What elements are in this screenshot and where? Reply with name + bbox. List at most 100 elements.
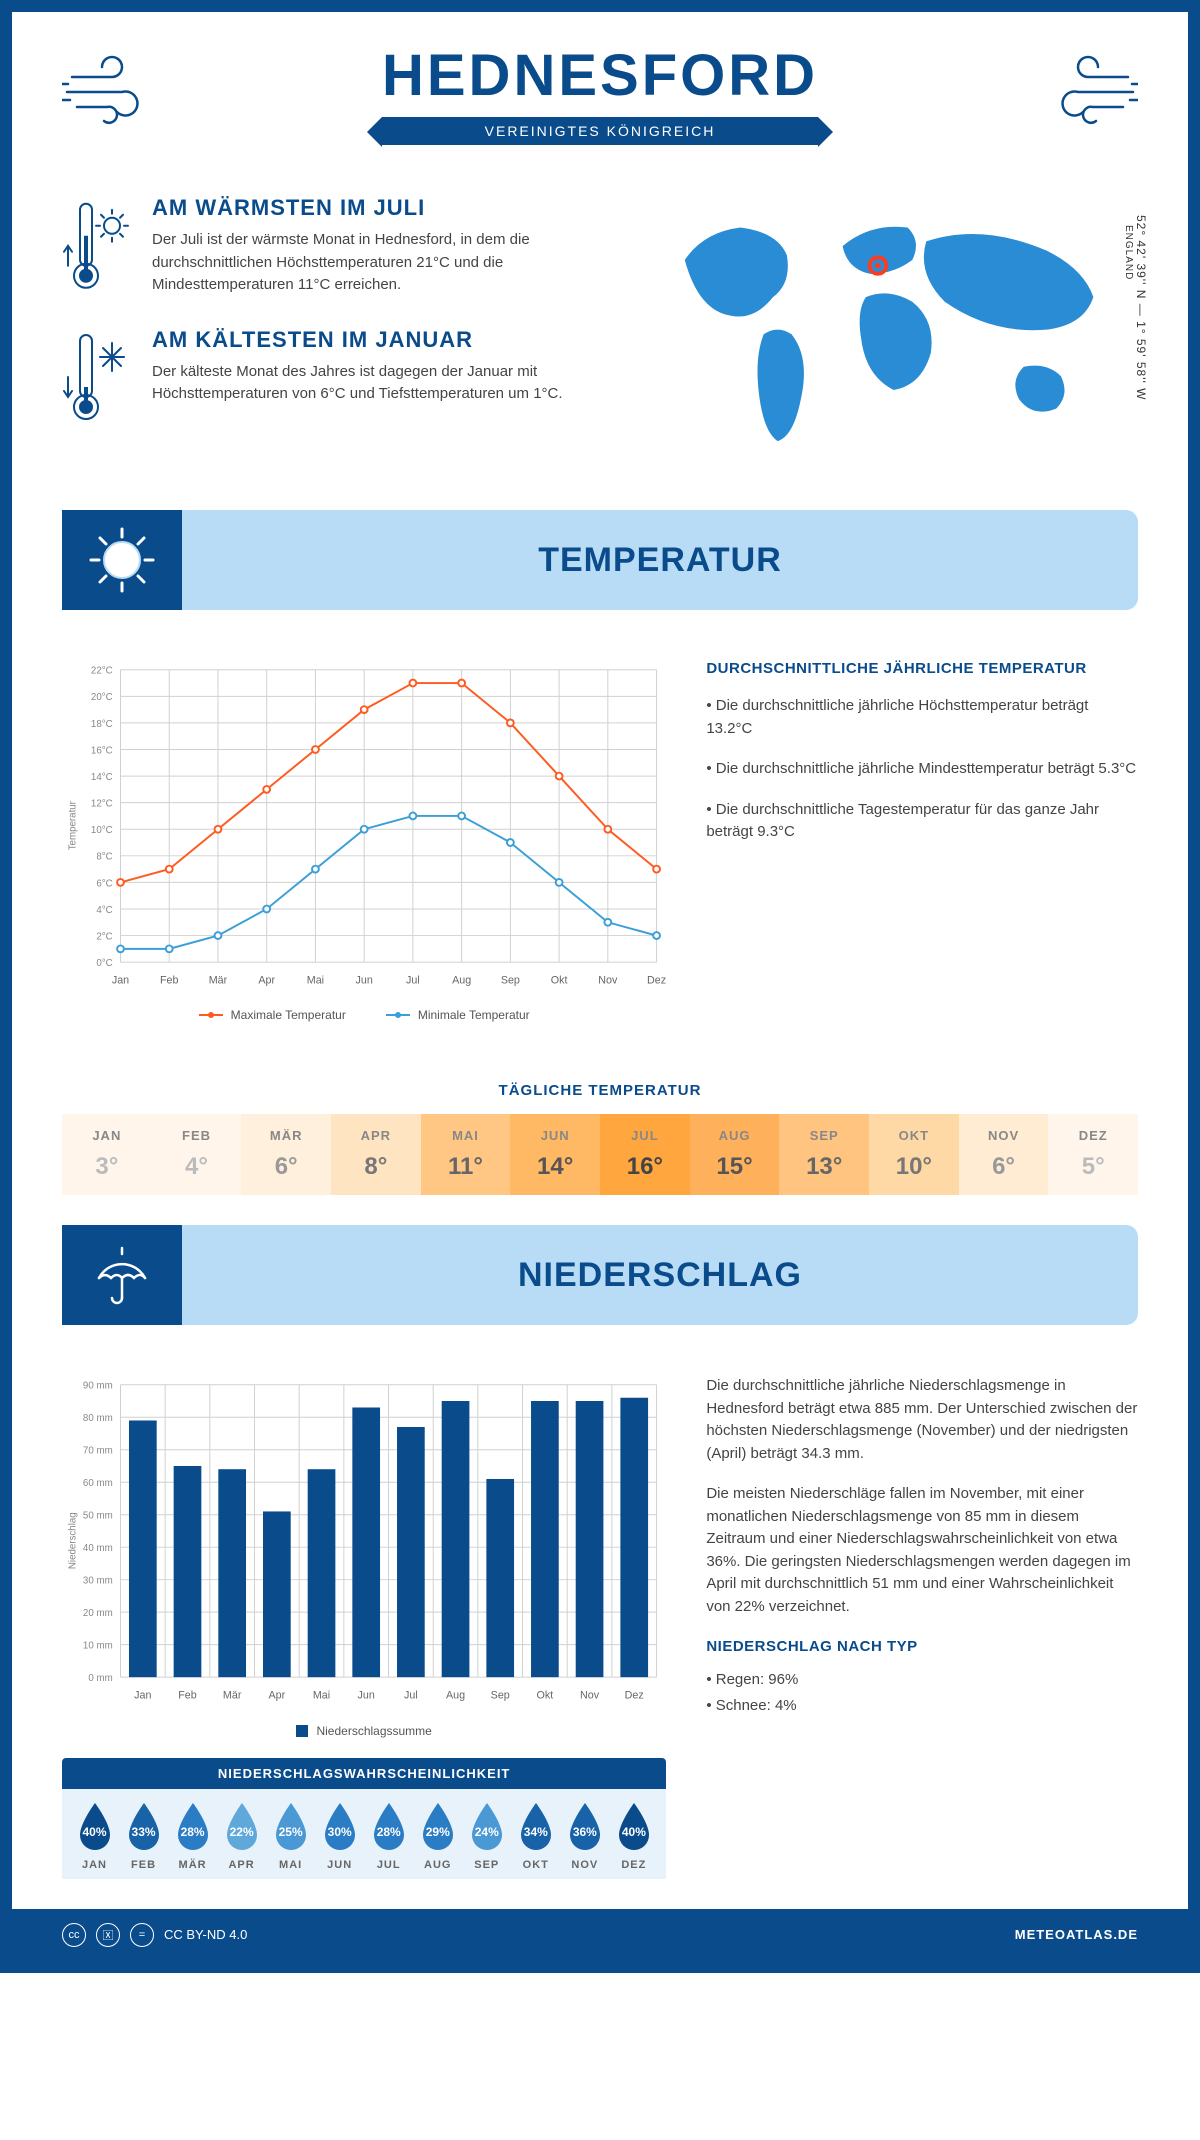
daily-cell: OKT10° <box>869 1114 959 1195</box>
svg-text:Apr: Apr <box>269 1690 286 1702</box>
probability-cell: 30%JUN <box>315 1801 364 1871</box>
probability-cell: 40%DEZ <box>609 1801 658 1871</box>
daily-cell: FEB4° <box>152 1114 242 1195</box>
svg-text:Jan: Jan <box>112 975 129 987</box>
svg-text:Nov: Nov <box>598 975 618 987</box>
svg-text:Apr: Apr <box>258 975 275 987</box>
daily-cell: AUG15° <box>690 1114 780 1195</box>
daily-cell: DEZ5° <box>1048 1114 1138 1195</box>
temperature-info: DURCHSCHNITTLICHE JÄHRLICHE TEMPERATUR •… <box>706 660 1138 1022</box>
warm-heading: AM WÄRMSTEN IM JULI <box>152 195 610 221</box>
wind-icon <box>62 52 162 132</box>
by-icon: 🅇 <box>96 1923 120 1947</box>
probability-cell: 29%AUG <box>413 1801 462 1871</box>
svg-text:Jul: Jul <box>406 975 420 987</box>
footer: cc 🅇 = CC BY-ND 4.0 METEOATLAS.DE <box>12 1909 1188 1961</box>
wind-icon <box>1038 52 1138 132</box>
svg-text:Aug: Aug <box>452 975 471 987</box>
cold-heading: AM KÄLTESTEN IM JANUAR <box>152 327 610 353</box>
svg-text:Aug: Aug <box>446 1690 465 1702</box>
svg-text:Jun: Jun <box>356 975 373 987</box>
cold-text: Der kälteste Monat des Jahres ist dagege… <box>152 361 610 406</box>
sun-icon <box>87 525 157 595</box>
svg-text:Jan: Jan <box>134 1690 151 1702</box>
svg-text:Feb: Feb <box>160 975 179 987</box>
daily-cell: APR8° <box>331 1114 421 1195</box>
svg-text:4°C: 4°C <box>96 905 112 916</box>
svg-text:Temperatur: Temperatur <box>68 800 79 850</box>
probability-cell: 28%JUL <box>364 1801 413 1871</box>
svg-text:Jul: Jul <box>404 1690 418 1702</box>
svg-text:Mär: Mär <box>209 975 228 987</box>
svg-text:Okt: Okt <box>537 1690 554 1702</box>
svg-text:10°C: 10°C <box>91 825 113 836</box>
probability-cell: 24%SEP <box>462 1801 511 1871</box>
svg-text:90 mm: 90 mm <box>83 1381 113 1392</box>
warmest-block: AM WÄRMSTEN IM JULI Der Juli ist der wär… <box>62 195 610 297</box>
daily-cell: MAI11° <box>421 1114 511 1195</box>
warm-text: Der Juli ist der wärmste Monat in Hednes… <box>152 229 610 297</box>
coordinates: 52° 42' 39'' N — 1° 59' 58'' W ENGLAND <box>1123 215 1148 400</box>
svg-text:Mai: Mai <box>313 1690 330 1702</box>
svg-text:40 mm: 40 mm <box>83 1543 113 1554</box>
svg-text:Feb: Feb <box>178 1690 197 1702</box>
svg-text:Mai: Mai <box>307 975 324 987</box>
svg-text:60 mm: 60 mm <box>83 1479 113 1490</box>
svg-text:10 mm: 10 mm <box>83 1641 113 1652</box>
svg-text:Jun: Jun <box>358 1690 375 1702</box>
daily-cell: SEP13° <box>779 1114 869 1195</box>
svg-text:Okt: Okt <box>551 975 568 987</box>
svg-text:50 mm: 50 mm <box>83 1511 113 1522</box>
svg-text:70 mm: 70 mm <box>83 1446 113 1457</box>
temperature-chart: 0°C2°C4°C6°C8°C10°C12°C14°C16°C18°C20°C2… <box>62 660 666 1022</box>
probability-row: 40%JAN33%FEB28%MÄR22%APR25%MAI30%JUN28%J… <box>62 1789 666 1879</box>
svg-text:20°C: 20°C <box>91 692 113 703</box>
header: HEDNESFORD VEREINIGTES KÖNIGREICH <box>12 12 1188 165</box>
probability-cell: 25%MAI <box>266 1801 315 1871</box>
svg-text:12°C: 12°C <box>91 799 113 810</box>
daily-cell: MÄR6° <box>241 1114 331 1195</box>
svg-text:20 mm: 20 mm <box>83 1608 113 1619</box>
svg-text:6°C: 6°C <box>96 878 112 889</box>
world-map <box>640 195 1138 455</box>
nd-icon: = <box>130 1923 154 1947</box>
precipitation-info: Die durchschnittliche jährliche Niedersc… <box>706 1375 1138 1878</box>
svg-text:Sep: Sep <box>501 975 520 987</box>
probability-cell: 40%JAN <box>70 1801 119 1871</box>
daily-cell: NOV6° <box>959 1114 1049 1195</box>
svg-text:0 mm: 0 mm <box>88 1673 112 1684</box>
svg-text:16°C: 16°C <box>91 745 113 756</box>
svg-text:80 mm: 80 mm <box>83 1414 113 1425</box>
svg-text:14°C: 14°C <box>91 772 113 783</box>
coldest-block: AM KÄLTESTEN IM JANUAR Der kälteste Mona… <box>62 327 610 427</box>
probability-cell: 34%OKT <box>511 1801 560 1871</box>
daily-temp-grid: JAN3°FEB4°MÄR6°APR8°MAI11°JUN14°JUL16°AU… <box>62 1114 1138 1195</box>
subtitle-banner: VEREINIGTES KÖNIGREICH <box>382 117 818 145</box>
svg-text:18°C: 18°C <box>91 719 113 730</box>
page-title: HEDNESFORD <box>382 42 818 109</box>
svg-text:0°C: 0°C <box>96 958 112 969</box>
svg-text:Sep: Sep <box>491 1690 510 1702</box>
umbrella-icon <box>87 1240 157 1310</box>
daily-cell: JUN14° <box>510 1114 600 1195</box>
precipitation-chart: 0 mm 10 mm 20 mm 30 mm 40 mm 50 mm 60 mm 70 mm 8… <box>62 1375 666 1706</box>
daily-cell: JAN3° <box>62 1114 152 1195</box>
daily-temp-title: TÄGLICHE TEMPERATUR <box>12 1082 1188 1099</box>
svg-text:Mär: Mär <box>223 1690 242 1702</box>
probability-title: NIEDERSCHLAGSWAHRSCHEINLICHKEIT <box>62 1758 666 1789</box>
temperature-banner: TEMPERATUR <box>62 510 1138 610</box>
probability-cell: 28%MÄR <box>168 1801 217 1871</box>
precipitation-banner: NIEDERSCHLAG <box>62 1225 1138 1325</box>
svg-text:8°C: 8°C <box>96 852 112 863</box>
svg-text:Dez: Dez <box>647 975 666 987</box>
svg-text:30 mm: 30 mm <box>83 1576 113 1587</box>
probability-cell: 33%FEB <box>119 1801 168 1871</box>
svg-text:Dez: Dez <box>625 1690 644 1702</box>
probability-cell: 36%NOV <box>560 1801 609 1871</box>
site-name: METEOATLAS.DE <box>1015 1927 1138 1942</box>
svg-text:Nov: Nov <box>580 1690 600 1702</box>
cc-icon: cc <box>62 1923 86 1947</box>
svg-text:Niederschlag: Niederschlag <box>68 1513 79 1570</box>
probability-cell: 22%APR <box>217 1801 266 1871</box>
svg-text:22°C: 22°C <box>91 666 113 677</box>
